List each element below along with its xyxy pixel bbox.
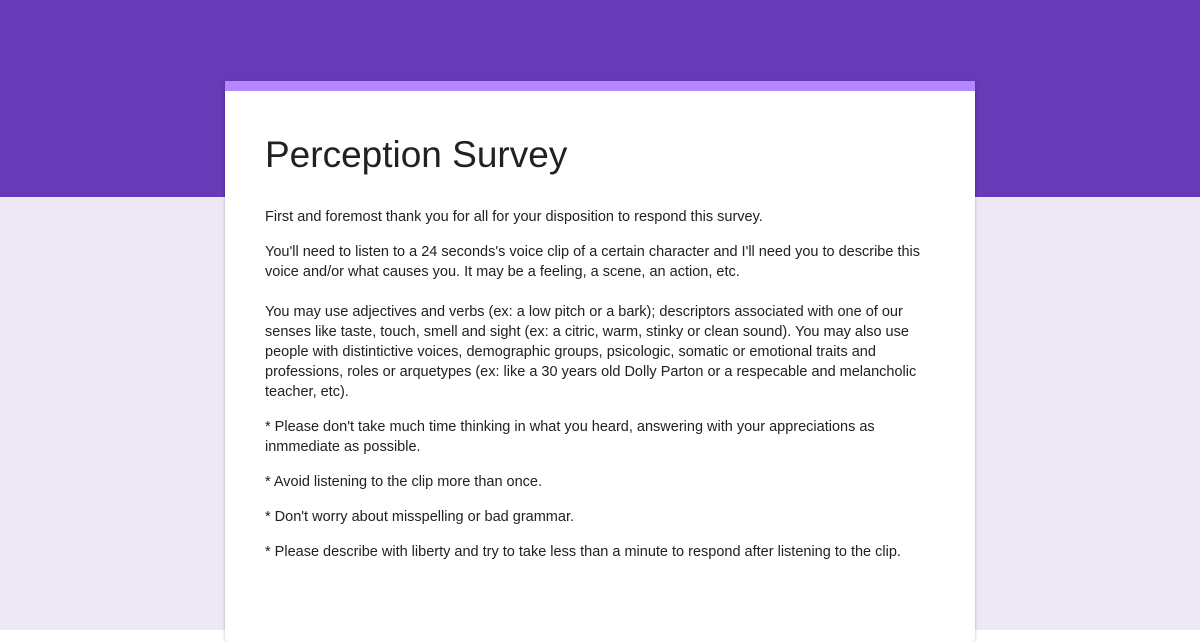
form-title: Perception Survey (265, 134, 568, 175)
description-paragraph-note-time: * Please don't take much time thinking i… (265, 419, 879, 455)
form-description: First and foremost thank you for all for… (265, 207, 937, 577)
description-paragraph-note-liberty: * Please describe with liberty and try t… (265, 544, 901, 560)
description-paragraph-note-listen-once: * Avoid listening to the clip more than … (265, 474, 543, 490)
card-accent-bar (225, 81, 975, 91)
form-title-card: Perception Survey First and foremost tha… (225, 81, 975, 641)
description-paragraph-thanks: First and foremost thank you for all for… (265, 209, 763, 225)
description-paragraph-note-grammar: * Don't worry about misspelling or bad g… (265, 509, 575, 525)
description-paragraph-instructions: You'll need to listen to a 24 seconds's … (265, 244, 921, 400)
